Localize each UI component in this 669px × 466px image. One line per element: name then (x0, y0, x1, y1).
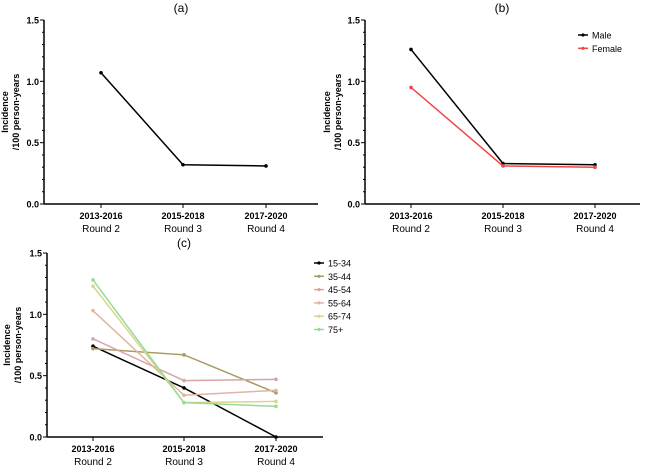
data-point (274, 399, 278, 404)
data-point (274, 404, 278, 409)
y-tick-label: 1.5 (347, 16, 360, 26)
x-tick-sublabel: Round 4 (247, 224, 285, 235)
y-tick-label: 0.5 (26, 138, 39, 148)
data-point (409, 85, 413, 90)
data-point (409, 47, 413, 52)
panel-title: (c) (177, 236, 191, 250)
panel-title: (b) (495, 1, 510, 15)
legend-label: 75+ (328, 325, 343, 335)
legend-label: 15-34 (328, 259, 351, 269)
y-tick-label: 1.0 (347, 77, 360, 87)
data-point (91, 346, 95, 351)
x-tick-sublabel: Round 3 (165, 457, 203, 466)
y-axis-label: Incidence/100 person-years (2, 307, 23, 384)
legend-marker (317, 274, 321, 278)
panel-c: (c) 0.0 0.5 1.0 1.5 Incidence/100 person-year… (2, 236, 351, 466)
series-line-45-54 (92, 338, 277, 382)
y-tick-label: 0.0 (26, 200, 39, 210)
x-tick-label: 2015-2018 (481, 211, 524, 221)
legend-label: 55-64 (328, 298, 351, 308)
panel-b: (b) 0.0 0.5 1.0 1.5 Incidence/100 person-year… (322, 1, 640, 235)
legend-marker (317, 327, 321, 332)
legend-label: Female (592, 44, 622, 54)
legend-marker (581, 46, 585, 50)
x-tick-sublabel: Round 3 (484, 224, 522, 235)
x-tick-label: 2015-2018 (162, 444, 205, 454)
data-point (264, 164, 268, 168)
data-point (274, 435, 278, 439)
data-point (501, 164, 505, 168)
x-tick-label: 2017-2020 (244, 211, 287, 221)
x-tick-label: 2017-2020 (573, 211, 616, 221)
series-line-All (100, 72, 267, 167)
y-tick-label: 0.5 (347, 138, 360, 148)
data-point (91, 284, 95, 288)
legend-label: Male (592, 31, 612, 41)
panel-a: (a) 0.0 0.5 1.0 1.5 Incidence/100 person-year… (0, 1, 318, 235)
y-tick-label: 0.5 (29, 371, 42, 381)
y-axis-label: Incidence/100 person-years (322, 74, 343, 151)
data-point (182, 378, 186, 383)
data-point (274, 388, 278, 393)
data-point (182, 393, 186, 398)
x-tick-label: 2015-2018 (161, 211, 204, 221)
series-line-Female (410, 86, 596, 168)
legend-marker (317, 314, 321, 318)
panel-title: (a) (174, 1, 189, 15)
data-point (182, 386, 186, 390)
y-tick-label: 1.0 (29, 310, 42, 320)
x-tick-label: 2013-2016 (71, 444, 114, 454)
data-point (91, 308, 95, 313)
data-point (274, 377, 278, 382)
y-axis-label: Incidence/100 person-years (0, 74, 21, 151)
x-tick-sublabel: Round 3 (164, 224, 202, 235)
legend-label: 45-54 (328, 285, 351, 295)
legend-marker (317, 261, 321, 265)
series-line-Male (410, 48, 596, 166)
y-tick-label: 1.0 (26, 77, 39, 87)
x-tick-sublabel: Round 4 (257, 457, 295, 466)
x-tick-label: 2017-2020 (254, 444, 297, 454)
data-point (91, 337, 95, 341)
x-tick-label: 2013-2016 (389, 211, 432, 221)
legend-label: 35-44 (328, 272, 351, 282)
series-line-55-64 (92, 310, 277, 397)
x-tick-label: 2013-2016 (79, 211, 122, 221)
legend-label: 65-74 (328, 312, 351, 322)
data-point (181, 162, 185, 167)
legend-marker (317, 301, 321, 305)
data-point (182, 400, 186, 405)
x-tick-sublabel: Round 2 (82, 224, 120, 235)
x-tick-sublabel: Round 2 (74, 457, 112, 466)
data-point (182, 353, 186, 357)
y-tick-label: 1.5 (26, 16, 39, 26)
legend-marker (317, 288, 321, 292)
x-tick-sublabel: Round 4 (576, 224, 614, 235)
data-point (593, 165, 597, 169)
y-tick-label: 0.0 (347, 200, 360, 210)
legend-marker (581, 33, 585, 37)
data-point (91, 278, 95, 282)
y-tick-label: 1.5 (29, 249, 42, 259)
x-tick-sublabel: Round 2 (392, 224, 430, 235)
data-point (99, 70, 103, 75)
series-line-65-74 (92, 285, 277, 404)
y-tick-label: 0.0 (29, 433, 42, 443)
